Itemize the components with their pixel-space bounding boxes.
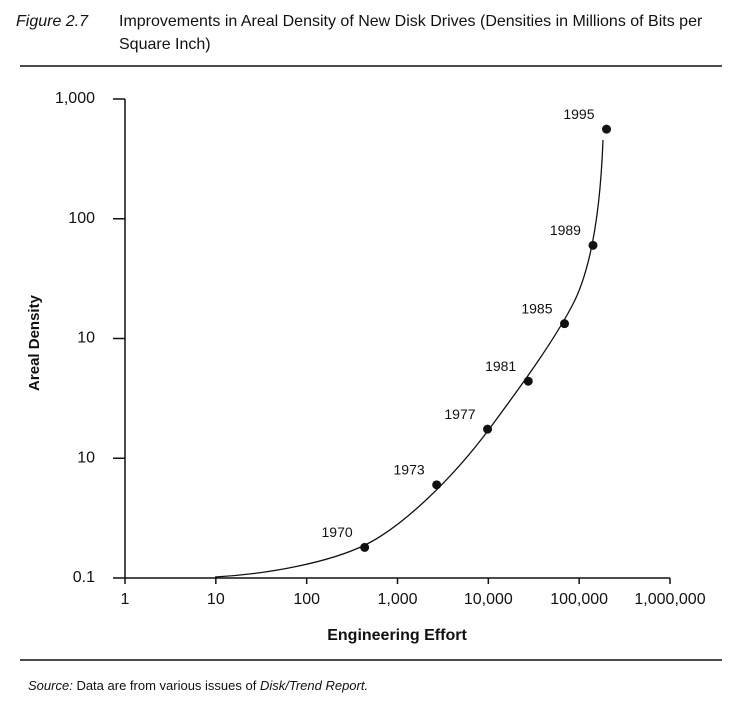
y-tick-label: 100 bbox=[68, 210, 95, 227]
y-tick-label: 1,000 bbox=[55, 90, 95, 107]
point-label: 1973 bbox=[394, 462, 425, 478]
point bbox=[432, 480, 442, 490]
point bbox=[560, 319, 570, 329]
x-tick-label: 1 bbox=[121, 591, 130, 608]
source-note: Source: Data are from various issues of … bbox=[28, 678, 368, 693]
source-label: Source: bbox=[28, 678, 73, 693]
figure-label: Figure 2.7 bbox=[16, 13, 89, 30]
point-label: 1981 bbox=[485, 358, 516, 374]
point bbox=[588, 240, 598, 250]
point bbox=[360, 542, 370, 552]
point-label: 1989 bbox=[550, 222, 581, 238]
chart-title: Improvements in Areal Density of New Dis… bbox=[119, 13, 703, 53]
point bbox=[602, 124, 612, 134]
y-axis-title: Areal Density bbox=[26, 294, 43, 391]
y-tick-label: 10 bbox=[77, 330, 95, 347]
source-text: Data are from various issues of bbox=[76, 678, 257, 693]
point-label: 1985 bbox=[521, 300, 552, 316]
x-tick-label: 1,000,000 bbox=[634, 591, 705, 608]
point bbox=[523, 376, 533, 386]
point-label: 1995 bbox=[563, 106, 594, 122]
y-tick-label: 0.1 bbox=[73, 569, 95, 586]
source-italic: Disk/Trend Report. bbox=[259, 678, 369, 693]
x-tick-label: 10 bbox=[207, 591, 225, 608]
point-label: 1970 bbox=[322, 524, 353, 540]
x-tick-label: 100 bbox=[293, 591, 320, 608]
x-tick-label: 1,000 bbox=[377, 591, 417, 608]
x-tick-label: 100,000 bbox=[550, 591, 608, 608]
point-label: 1977 bbox=[444, 406, 475, 422]
point bbox=[483, 424, 493, 434]
y-tick-label: 10 bbox=[77, 449, 95, 466]
x-tick-label: 10,000 bbox=[464, 591, 513, 608]
trend-curve bbox=[214, 139, 604, 578]
x-axis-title: Engineering Effort bbox=[327, 627, 467, 644]
